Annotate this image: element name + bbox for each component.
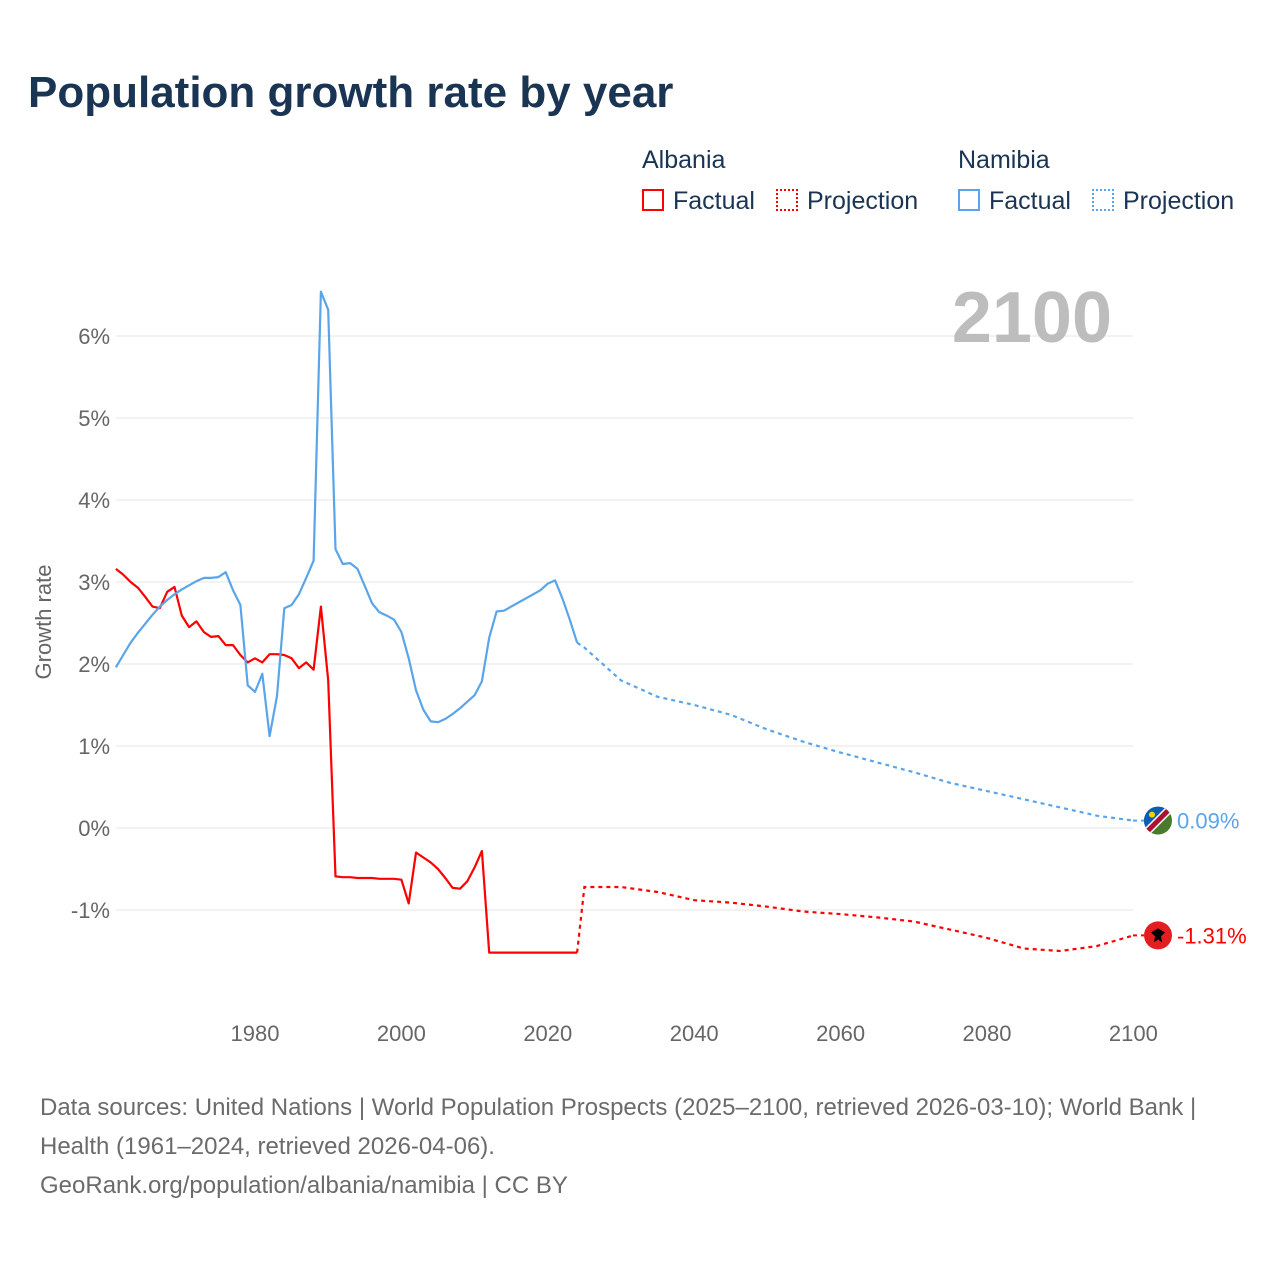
year-label: 2100 xyxy=(952,278,1112,358)
legend-label-namibia-projection[interactable]: Projection xyxy=(1123,187,1235,215)
credit[interactable]: GeoRank.org/population/albania/namibia |… xyxy=(40,1172,568,1199)
legend-label-namibia-factual[interactable]: Factual xyxy=(989,187,1071,215)
y-tick-label: 0% xyxy=(78,816,110,841)
legend-swatch-namibia-projection[interactable] xyxy=(1092,189,1114,211)
x-tick-label: 2020 xyxy=(523,1021,572,1046)
legend-swatch-albania-projection[interactable] xyxy=(776,189,798,211)
legend-label-albania-projection[interactable]: Projection xyxy=(807,187,919,215)
y-tick-label: 4% xyxy=(78,488,110,513)
y-tick-label: 6% xyxy=(78,324,110,349)
y-tick-label: -1% xyxy=(71,898,110,923)
y-tick-label: 3% xyxy=(78,570,110,595)
chart-title: Population growth rate by year xyxy=(28,68,674,117)
legend-group-albania: Albania xyxy=(642,146,726,174)
legend-swatch-albania-factual[interactable] xyxy=(642,189,664,211)
albania-projection-line xyxy=(576,885,1134,953)
legend-group-namibia: Namibia xyxy=(958,146,1050,174)
albania-end-label: -1.31% xyxy=(1177,923,1247,948)
data-sources: Data sources: United Nations | World Pop… xyxy=(40,1094,1197,1160)
y-axis-label: Growth rate xyxy=(31,565,56,680)
albania-factual-line xyxy=(115,568,578,954)
namibia-projection-line xyxy=(576,641,1134,822)
namibia-factual-line xyxy=(114,290,579,738)
x-tick-label: 2000 xyxy=(377,1021,426,1046)
x-tick-label: 2040 xyxy=(670,1021,719,1046)
footer: Data sources: United Nations | World Pop… xyxy=(40,1088,1240,1205)
namibia-flag-icon xyxy=(1144,806,1172,835)
y-tick-label: 5% xyxy=(78,406,110,431)
legend-swatch-namibia-factual[interactable] xyxy=(958,189,980,211)
namibia-end-label: 0.09% xyxy=(1177,809,1239,834)
legend-label-albania-factual[interactable]: Factual xyxy=(673,187,755,215)
x-tick-label: 2100 xyxy=(1109,1021,1158,1046)
y-tick-label: 2% xyxy=(78,652,110,677)
x-tick-label: 2080 xyxy=(963,1021,1012,1046)
x-tick-label: 1980 xyxy=(231,1021,280,1046)
x-tick-label: 2060 xyxy=(816,1021,865,1046)
albania-flag-icon xyxy=(1144,921,1172,950)
y-tick-label: 1% xyxy=(78,734,110,759)
